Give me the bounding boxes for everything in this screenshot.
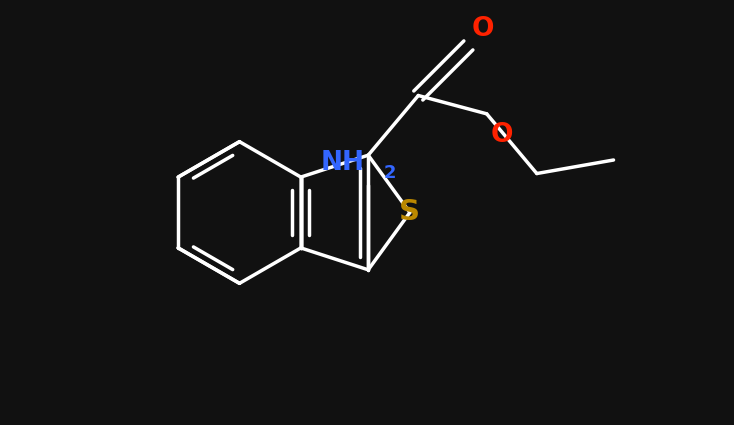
Text: 2: 2 (384, 164, 396, 182)
Text: O: O (490, 122, 513, 148)
Text: NH: NH (321, 150, 365, 176)
Text: O: O (472, 16, 495, 42)
Text: S: S (399, 198, 421, 227)
